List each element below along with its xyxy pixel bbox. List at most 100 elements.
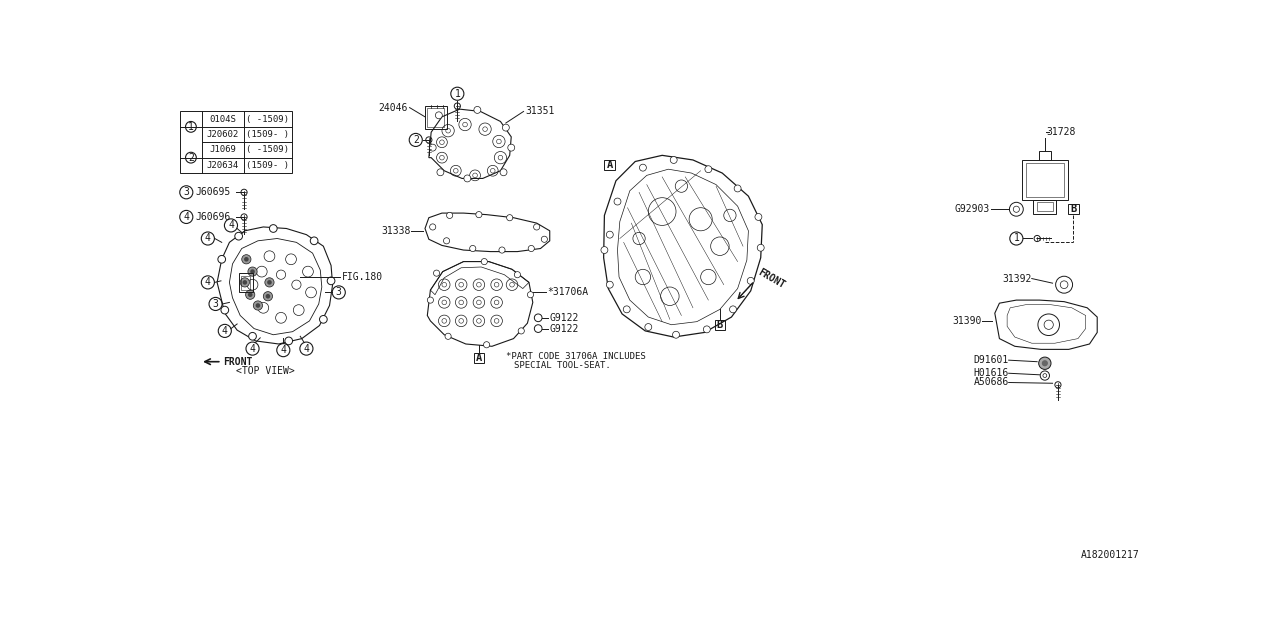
Text: 4: 4 <box>183 212 189 222</box>
Circle shape <box>256 303 260 308</box>
Text: <TOP VIEW>: <TOP VIEW> <box>237 366 294 376</box>
Text: 1: 1 <box>454 89 461 99</box>
Text: 1: 1 <box>1014 234 1019 243</box>
Text: G9122: G9122 <box>549 313 579 323</box>
Text: 2: 2 <box>188 153 193 163</box>
Circle shape <box>266 294 270 298</box>
Text: A: A <box>476 353 483 363</box>
Circle shape <box>672 332 680 338</box>
Circle shape <box>730 306 736 313</box>
Circle shape <box>264 292 273 301</box>
Text: 4: 4 <box>205 234 211 243</box>
Circle shape <box>470 245 476 252</box>
Circle shape <box>1042 360 1048 366</box>
Text: *PART CODE 31706A INCLUDES: *PART CODE 31706A INCLUDES <box>506 352 645 361</box>
Text: FIG.180: FIG.180 <box>342 272 383 282</box>
Circle shape <box>250 269 255 274</box>
Circle shape <box>268 280 271 285</box>
Circle shape <box>518 328 525 334</box>
Circle shape <box>221 307 229 314</box>
Circle shape <box>600 246 608 253</box>
Text: SPECIAL TOOL-SEAT.: SPECIAL TOOL-SEAT. <box>513 361 611 370</box>
Circle shape <box>320 316 328 323</box>
Text: J60695: J60695 <box>196 188 230 197</box>
Circle shape <box>248 292 252 297</box>
Circle shape <box>445 333 451 339</box>
Text: 1: 1 <box>188 122 193 132</box>
Bar <box>1038 150 1051 160</box>
Text: 3: 3 <box>335 287 342 298</box>
Text: D91601: D91601 <box>973 355 1009 365</box>
Text: 3: 3 <box>183 188 189 197</box>
Circle shape <box>234 232 242 240</box>
Circle shape <box>607 281 613 288</box>
Circle shape <box>242 255 251 264</box>
Text: 31392: 31392 <box>1002 273 1032 284</box>
Text: 4: 4 <box>221 326 228 336</box>
Circle shape <box>502 124 509 131</box>
Text: FRONT: FRONT <box>223 356 252 367</box>
Circle shape <box>447 212 453 218</box>
Circle shape <box>515 271 521 278</box>
Circle shape <box>507 214 513 221</box>
Text: (1509- ): (1509- ) <box>247 161 289 170</box>
Circle shape <box>246 290 255 300</box>
Circle shape <box>640 164 646 171</box>
Circle shape <box>310 237 317 244</box>
Bar <box>238 273 252 292</box>
Circle shape <box>1038 357 1051 369</box>
Circle shape <box>607 231 613 238</box>
Circle shape <box>671 157 677 163</box>
Circle shape <box>499 247 506 253</box>
Circle shape <box>428 297 434 303</box>
Circle shape <box>705 166 712 173</box>
Circle shape <box>435 112 443 119</box>
Circle shape <box>529 245 534 252</box>
Text: 31390: 31390 <box>952 316 982 326</box>
Text: 31728: 31728 <box>1046 127 1075 137</box>
Bar <box>241 276 250 290</box>
Circle shape <box>527 292 534 298</box>
Bar <box>425 106 447 129</box>
Text: 3: 3 <box>212 299 219 309</box>
Circle shape <box>755 214 762 220</box>
Text: FRONT: FRONT <box>756 267 786 290</box>
Bar <box>604 161 616 170</box>
Circle shape <box>436 169 444 176</box>
Circle shape <box>430 224 435 230</box>
Circle shape <box>758 244 764 252</box>
Text: B: B <box>1070 204 1076 214</box>
Text: 31351: 31351 <box>525 106 554 116</box>
Text: J20602: J20602 <box>207 130 239 139</box>
Text: A182001217: A182001217 <box>1080 550 1139 561</box>
Bar <box>1033 200 1056 214</box>
Circle shape <box>623 306 630 313</box>
Circle shape <box>463 175 471 182</box>
Circle shape <box>248 332 256 340</box>
Text: 4: 4 <box>250 344 256 354</box>
Circle shape <box>614 198 621 205</box>
Text: G92903: G92903 <box>954 204 989 214</box>
Circle shape <box>328 277 335 285</box>
Text: 2: 2 <box>413 135 419 145</box>
Bar <box>1025 163 1064 197</box>
Text: ( -1509): ( -1509) <box>247 115 289 124</box>
Circle shape <box>429 144 436 151</box>
Circle shape <box>270 225 278 232</box>
Text: ( -1509): ( -1509) <box>247 145 289 154</box>
Bar <box>714 320 726 330</box>
Circle shape <box>645 324 652 330</box>
Text: J60696: J60696 <box>196 212 230 222</box>
Circle shape <box>248 267 257 276</box>
Circle shape <box>703 326 710 333</box>
Text: 0104S: 0104S <box>210 115 237 124</box>
Text: 4: 4 <box>205 277 211 287</box>
Bar <box>428 108 444 127</box>
Circle shape <box>474 106 481 113</box>
Circle shape <box>541 236 548 243</box>
Text: 4: 4 <box>303 344 310 354</box>
Circle shape <box>476 212 483 218</box>
Circle shape <box>443 237 449 244</box>
Circle shape <box>500 169 507 176</box>
Bar <box>1021 160 1068 200</box>
